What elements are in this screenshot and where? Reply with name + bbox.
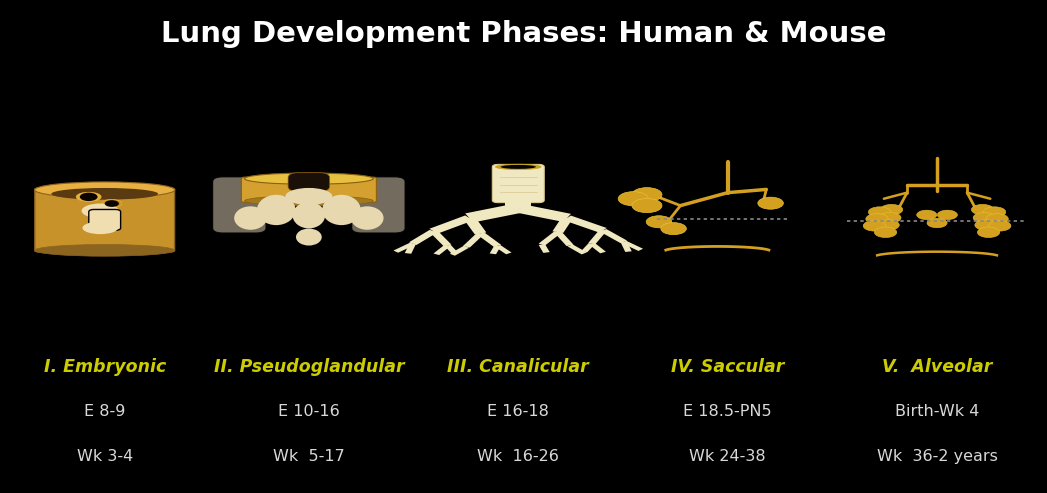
Polygon shape (588, 243, 606, 253)
Ellipse shape (235, 207, 267, 230)
FancyBboxPatch shape (35, 188, 175, 252)
Polygon shape (581, 243, 595, 252)
Ellipse shape (351, 207, 383, 230)
Polygon shape (621, 242, 631, 252)
Text: II. Pseudoglandular: II. Pseudoglandular (214, 358, 404, 376)
FancyBboxPatch shape (352, 177, 405, 233)
Text: Birth-Wk 4: Birth-Wk 4 (895, 404, 979, 419)
Polygon shape (433, 245, 450, 255)
Ellipse shape (35, 182, 175, 198)
Circle shape (632, 199, 662, 212)
Polygon shape (563, 215, 606, 233)
Ellipse shape (35, 245, 175, 256)
Polygon shape (477, 232, 502, 247)
Polygon shape (588, 230, 606, 245)
Polygon shape (465, 204, 522, 222)
Circle shape (868, 207, 891, 217)
Text: I. Embryonic: I. Embryonic (44, 358, 165, 376)
Circle shape (878, 212, 901, 223)
Ellipse shape (51, 188, 158, 200)
Text: Wk  16-26: Wk 16-26 (477, 449, 559, 463)
Ellipse shape (244, 196, 373, 206)
FancyBboxPatch shape (213, 177, 266, 233)
Circle shape (983, 207, 1006, 217)
Polygon shape (429, 230, 451, 246)
Polygon shape (409, 230, 438, 245)
Polygon shape (463, 233, 484, 247)
Ellipse shape (292, 202, 326, 228)
Circle shape (618, 192, 648, 206)
Polygon shape (505, 200, 532, 208)
FancyBboxPatch shape (241, 177, 377, 202)
Circle shape (632, 188, 662, 202)
Circle shape (917, 210, 937, 219)
Circle shape (988, 220, 1011, 231)
Ellipse shape (76, 192, 102, 202)
Polygon shape (553, 217, 573, 233)
Circle shape (758, 197, 783, 209)
Text: E 16-18: E 16-18 (487, 404, 550, 419)
Ellipse shape (244, 173, 373, 184)
Polygon shape (394, 243, 415, 253)
Ellipse shape (285, 188, 333, 205)
Polygon shape (450, 246, 469, 256)
Circle shape (866, 213, 888, 224)
Text: Wk 3-4: Wk 3-4 (76, 449, 133, 463)
Circle shape (646, 216, 672, 228)
Ellipse shape (500, 165, 536, 169)
Circle shape (877, 220, 899, 230)
Ellipse shape (102, 199, 121, 208)
FancyBboxPatch shape (492, 165, 544, 203)
Ellipse shape (83, 221, 118, 234)
FancyBboxPatch shape (89, 210, 120, 230)
Polygon shape (405, 244, 416, 254)
Text: Wk  36-2 years: Wk 36-2 years (876, 449, 998, 463)
Polygon shape (538, 244, 550, 253)
FancyBboxPatch shape (288, 173, 330, 191)
Polygon shape (622, 241, 643, 251)
Polygon shape (495, 245, 512, 254)
Ellipse shape (296, 229, 321, 246)
Polygon shape (538, 231, 561, 246)
Polygon shape (429, 215, 473, 234)
Circle shape (937, 210, 957, 219)
Text: E 10-16: E 10-16 (279, 404, 339, 419)
Polygon shape (445, 245, 459, 254)
Circle shape (972, 205, 994, 215)
Text: E 18.5-PN5: E 18.5-PN5 (684, 404, 772, 419)
Text: IV. Saccular: IV. Saccular (671, 358, 784, 376)
Ellipse shape (257, 195, 295, 225)
Ellipse shape (82, 204, 119, 218)
Circle shape (881, 205, 903, 215)
Circle shape (973, 212, 996, 223)
Circle shape (863, 220, 886, 231)
Polygon shape (567, 245, 586, 254)
Circle shape (978, 227, 1000, 238)
Polygon shape (600, 229, 627, 243)
Polygon shape (514, 204, 571, 222)
Circle shape (874, 227, 896, 238)
Text: Wk 24-38: Wk 24-38 (689, 449, 766, 463)
Text: E 8-9: E 8-9 (84, 404, 126, 419)
Text: Lung Development Phases: Human & Mouse: Lung Development Phases: Human & Mouse (161, 20, 886, 48)
Text: III. Canalicular: III. Canalicular (447, 358, 589, 376)
Circle shape (975, 220, 997, 230)
Ellipse shape (322, 195, 361, 225)
Polygon shape (490, 246, 500, 254)
Circle shape (105, 200, 119, 207)
Polygon shape (554, 231, 574, 246)
Text: V.  Alveolar: V. Alveolar (882, 358, 993, 376)
Text: Wk  5-17: Wk 5-17 (273, 449, 344, 463)
Ellipse shape (495, 164, 541, 170)
Circle shape (986, 213, 1008, 224)
Circle shape (80, 193, 97, 201)
Polygon shape (464, 217, 487, 234)
Circle shape (927, 218, 948, 228)
Circle shape (661, 223, 687, 235)
